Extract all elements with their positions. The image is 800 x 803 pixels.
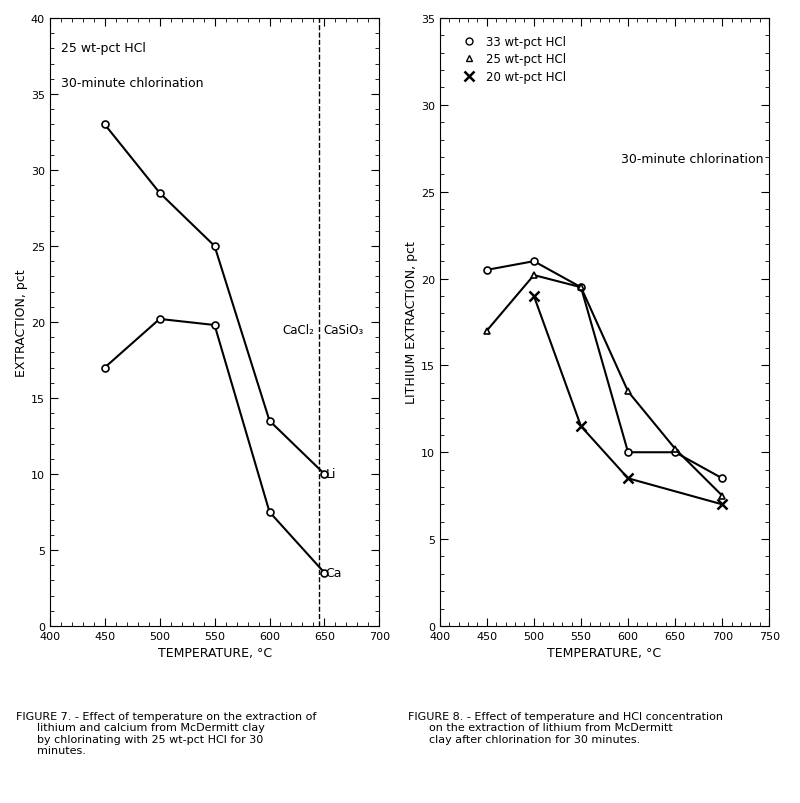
X-axis label: TEMPERATURE, °C: TEMPERATURE, °C xyxy=(158,646,272,659)
Text: FIGURE 8. - Effect of temperature and HCl concentration
      on the extraction : FIGURE 8. - Effect of temperature and HC… xyxy=(408,711,723,744)
Y-axis label: EXTRACTION, pct: EXTRACTION, pct xyxy=(15,269,28,377)
Text: Li: Li xyxy=(326,468,336,481)
Y-axis label: LITHIUM EXTRACTION, pct: LITHIUM EXTRACTION, pct xyxy=(405,241,418,404)
Text: Ca: Ca xyxy=(326,567,342,580)
Text: CaSiO₃: CaSiO₃ xyxy=(323,324,363,336)
Text: CaCl₂: CaCl₂ xyxy=(282,324,314,336)
Text: FIGURE 7. - Effect of temperature on the extraction of
      lithium and calcium: FIGURE 7. - Effect of temperature on the… xyxy=(16,711,316,756)
X-axis label: TEMPERATURE, °C: TEMPERATURE, °C xyxy=(547,646,662,659)
Text: 25 wt-pct HCl: 25 wt-pct HCl xyxy=(61,42,146,55)
Text: 30-minute chlorination: 30-minute chlorination xyxy=(621,153,763,165)
Legend: 33 wt-pct HCl, 25 wt-pct HCl, 20 wt-pct HCl: 33 wt-pct HCl, 25 wt-pct HCl, 20 wt-pct … xyxy=(452,31,571,89)
Text: 30-minute chlorination: 30-minute chlorination xyxy=(61,76,203,90)
